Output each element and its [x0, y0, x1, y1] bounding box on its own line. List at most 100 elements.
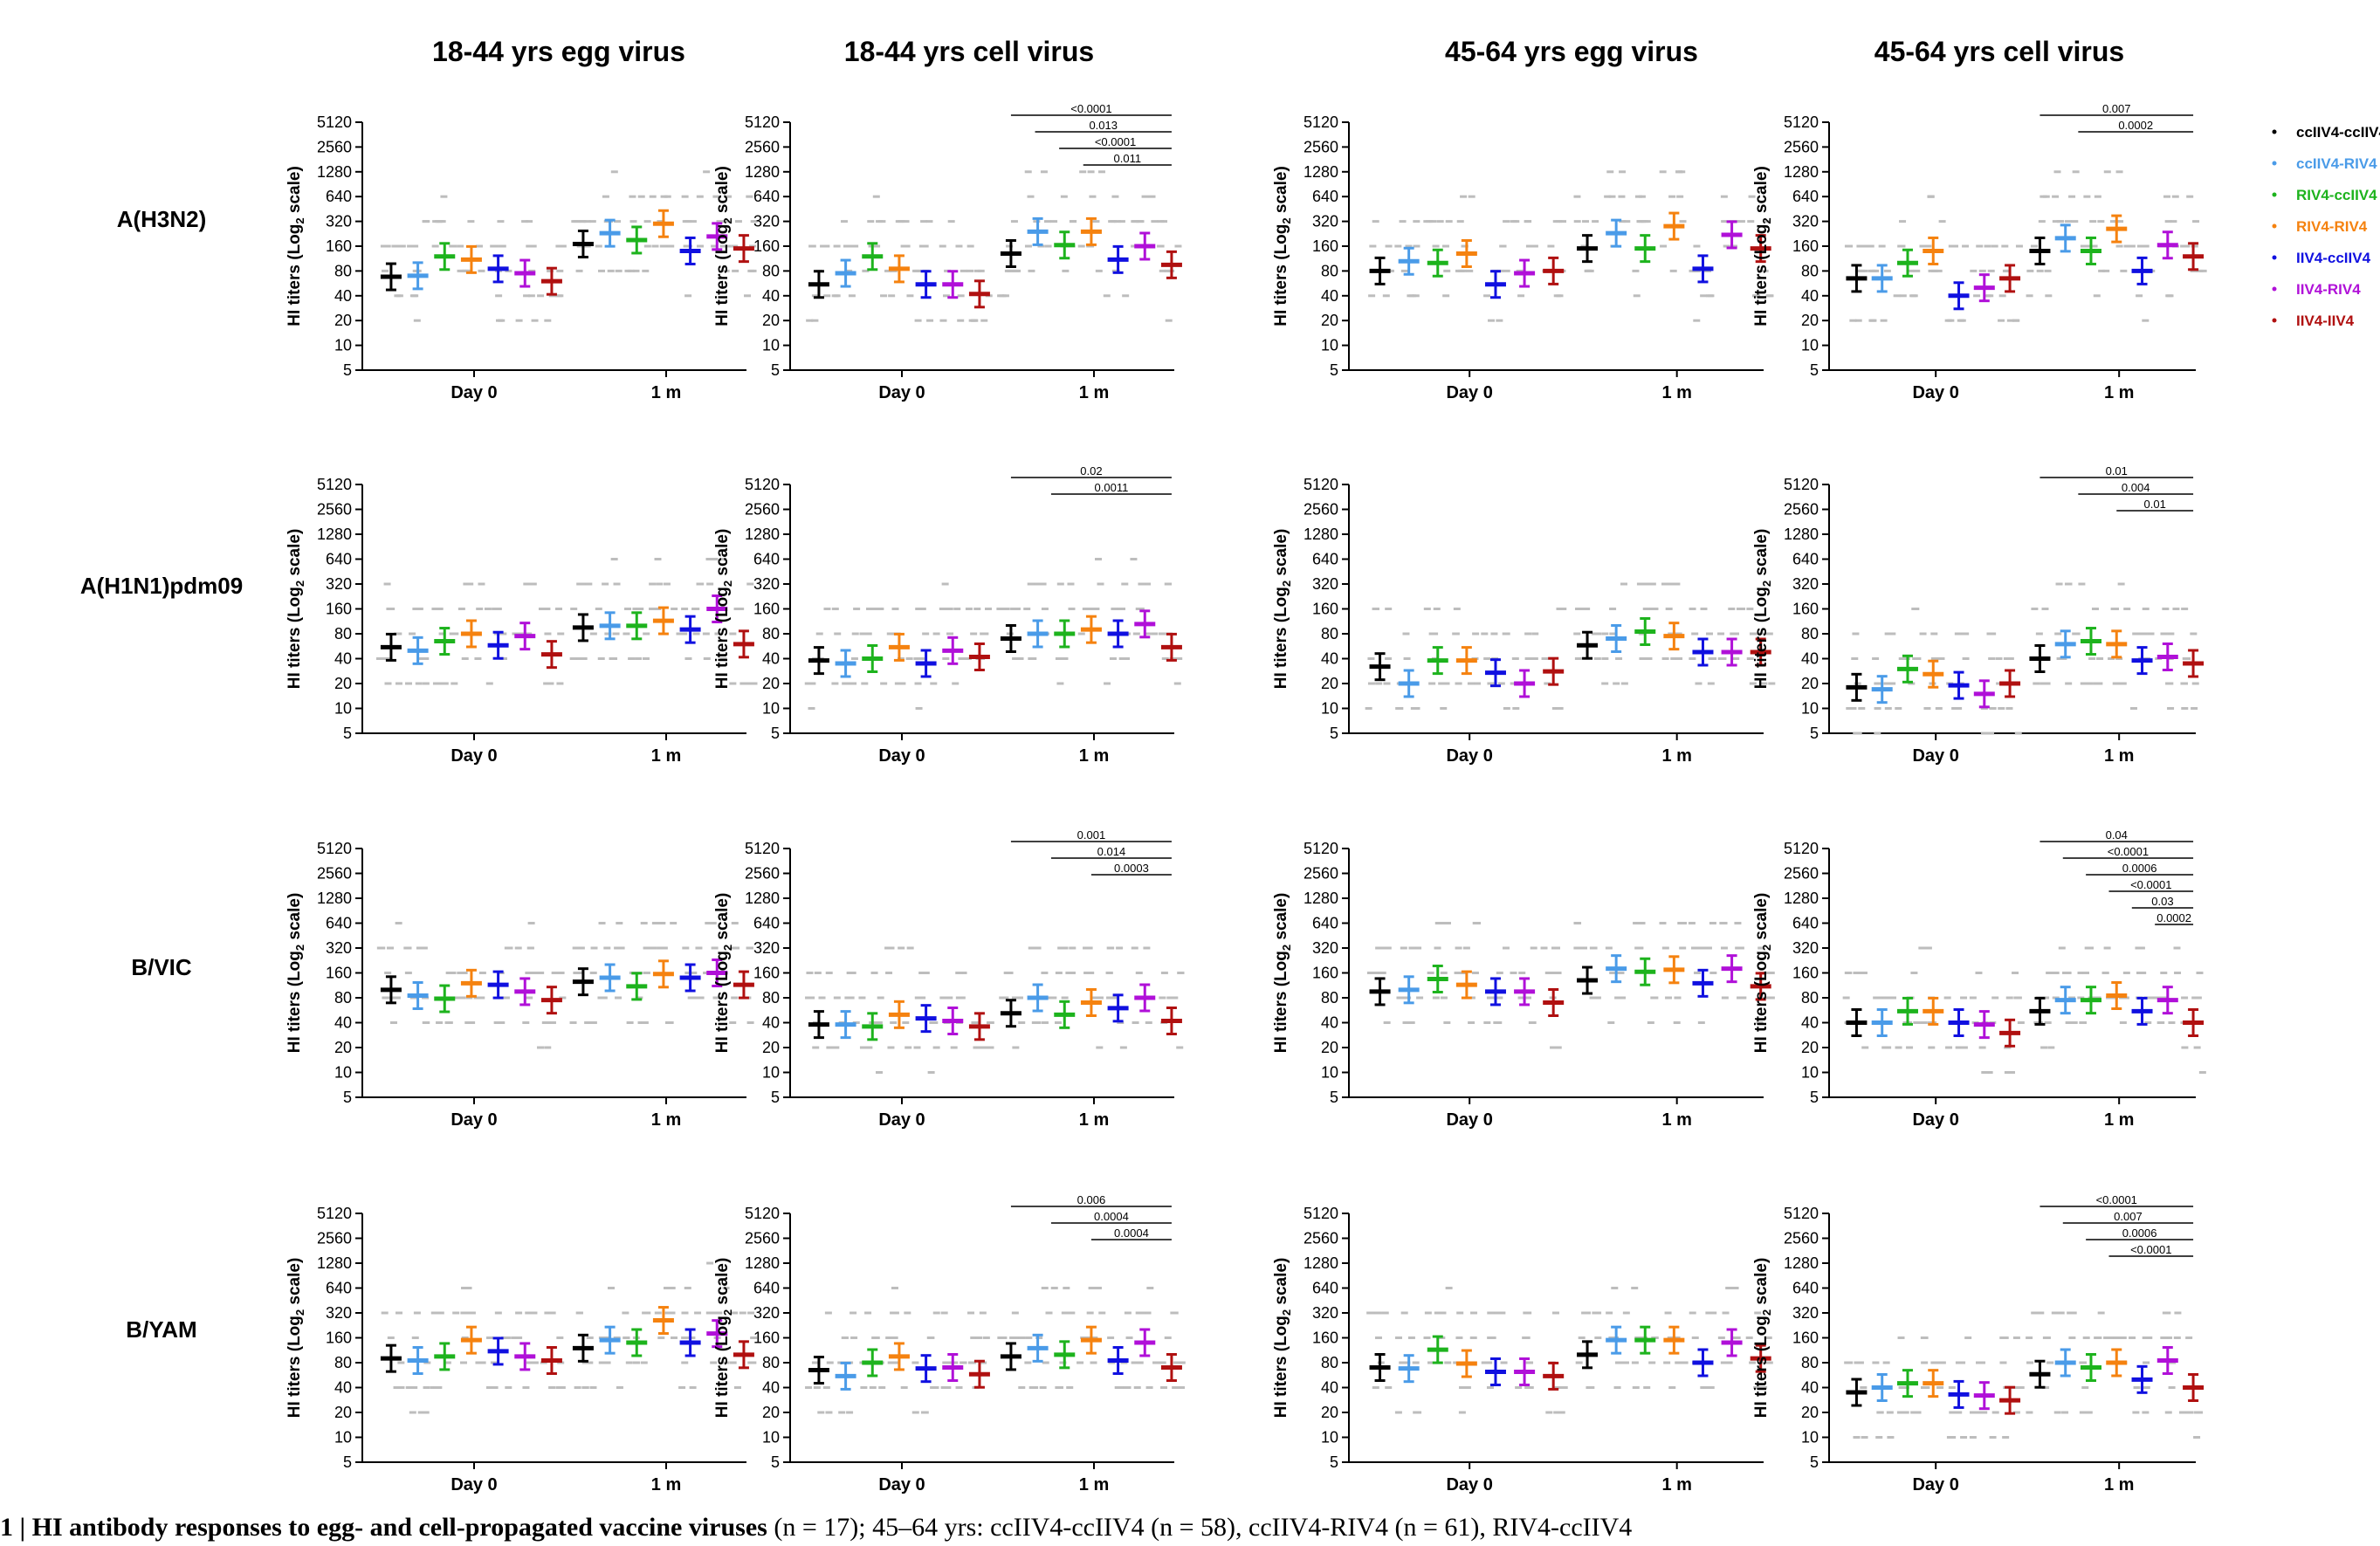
y-tick-label: 320 — [1312, 1304, 1338, 1322]
legend-label: RIV4-RIV4 — [2296, 218, 2368, 235]
y-tick-label: 2560 — [317, 865, 352, 883]
y-tick-label: 2560 — [1303, 865, 1338, 883]
y-tick-label: 10 — [334, 1429, 352, 1446]
y-axis-label-subscript: 2 — [721, 1309, 734, 1316]
y-tick-label: 640 — [1792, 188, 1819, 205]
y-axis-label: HI titers (Log2 scale) — [1752, 893, 1773, 1054]
y-tick-label: 10 — [1801, 337, 1819, 354]
y-tick-label: 320 — [1312, 575, 1338, 593]
p-value-label: 0.0004 — [1114, 1226, 1149, 1240]
x-tick-label: 1 m — [651, 1110, 681, 1130]
chart-panel: 5 10 20 40 80 160 320 640 1280 2560 5120 HI titers … — [713, 464, 1183, 766]
y-axis-label-main: HI titers (Log — [1272, 587, 1290, 689]
y-tick-label: 320 — [753, 1304, 780, 1322]
x-tick-label: Day 0 — [1446, 1110, 1492, 1130]
y-tick-label: 5 — [1810, 725, 1819, 742]
y-axis-label: HI titers (Log2 scale) — [1272, 166, 1293, 326]
y-tick-label: 160 — [753, 237, 780, 255]
y-tick-label: 320 — [753, 213, 780, 230]
x-tick-label: Day 0 — [1446, 383, 1492, 402]
y-tick-label: 640 — [1792, 1280, 1819, 1297]
y-tick-label: 2560 — [1784, 1230, 1819, 1247]
y-tick-label: 1280 — [317, 163, 352, 181]
y-tick-label: 2560 — [1784, 865, 1819, 883]
y-tick-label: 640 — [753, 188, 780, 205]
y-tick-label: 160 — [1792, 965, 1819, 982]
y-axis-label: HI titers (Log2 scale) — [285, 529, 306, 690]
y-tick-label: 40 — [334, 287, 352, 305]
chart-panel: 5 10 20 40 80 160 320 640 1280 2560 5120 HI titers … — [1272, 1205, 1773, 1494]
y-tick-label: 1280 — [1303, 526, 1338, 543]
y-tick-label: 10 — [1801, 700, 1819, 718]
x-tick-label: 1 m — [2104, 1110, 2134, 1130]
y-tick-label: 320 — [1792, 939, 1819, 957]
y-tick-label: 40 — [334, 1014, 352, 1032]
y-axis-label-main: HI titers (Log — [1752, 951, 1771, 1053]
y-tick-label: 5120 — [317, 1205, 352, 1222]
legend-label: RIV4-ccIIV4 — [2296, 187, 2377, 203]
y-tick-label: 80 — [334, 262, 352, 279]
p-value-label: <0.0001 — [2130, 1243, 2171, 1256]
x-tick-label: 1 m — [1079, 1475, 1109, 1494]
y-tick-label: 640 — [1792, 915, 1819, 932]
y-tick-label: 160 — [753, 965, 780, 982]
y-tick-label: 2560 — [1784, 501, 1819, 519]
y-axis-label-subscript: 2 — [293, 945, 306, 951]
chart-panel: 5 10 20 40 80 160 320 640 1280 2560 5120 HI titers … — [1752, 828, 2206, 1130]
y-tick-label: 5120 — [1303, 113, 1338, 131]
y-tick-label: 320 — [326, 213, 352, 230]
y-axis-label-subscript: 2 — [721, 217, 734, 223]
p-value-label: 0.014 — [1097, 845, 1126, 858]
chart-panel: 5 10 20 40 80 160 320 640 1280 2560 5120 HI titers … — [285, 476, 758, 766]
y-tick-label: 20 — [334, 1404, 352, 1421]
y-tick-label: 2560 — [745, 501, 780, 519]
legend-marker — [2272, 286, 2277, 292]
y-tick-label: 40 — [762, 650, 780, 668]
p-value-label: <0.0001 — [2096, 1193, 2137, 1206]
x-tick-label: Day 0 — [1912, 746, 1958, 766]
figure-caption: 1 | HI antibody responses to egg- and ce… — [0, 1508, 2380, 1546]
p-value-label: 0.02 — [1080, 464, 1102, 478]
chart-panel: 5 10 20 40 80 160 320 640 1280 2560 5120 HI titers … — [713, 1193, 1186, 1494]
legend-label: IIV4-ccIIV4 — [2296, 250, 2371, 266]
y-tick-label: 5 — [1810, 1453, 1819, 1471]
figure-panel-grid: 18-44 yrs egg virus 18-44 yrs cell virus 4… — [80, 36, 2380, 1494]
y-tick-label: 20 — [1801, 312, 1819, 329]
y-tick-label: 20 — [1321, 312, 1338, 329]
y-axis-label-subscript: 2 — [1760, 1309, 1773, 1316]
y-tick-label: 2560 — [317, 1230, 352, 1247]
column-title: 45-64 yrs egg virus — [1445, 36, 1698, 67]
y-tick-label: 5 — [343, 1089, 352, 1106]
chart-panel: 5 10 20 40 80 160 320 640 1280 2560 5120 HI titers … — [285, 1205, 758, 1494]
y-axis-label: HI titers (Log2 scale) — [285, 166, 306, 326]
y-tick-label: 80 — [1801, 989, 1819, 1007]
y-axis-label-end: scale) — [1752, 166, 1771, 217]
y-tick-label: 5120 — [317, 476, 352, 493]
chart-panel: 5 10 20 40 80 160 320 640 1280 2560 5120 HI titers … — [713, 828, 1185, 1130]
y-axis-label: HI titers (Log2 scale) — [713, 1258, 734, 1419]
y-tick-label: 5120 — [1303, 1205, 1338, 1222]
y-tick-label: 5120 — [317, 840, 352, 857]
y-tick-label: 10 — [762, 1064, 780, 1082]
chart-panel: 5 10 20 40 80 160 320 640 1280 2560 5120 HI titers … — [1752, 102, 2207, 402]
y-tick-label: 1280 — [317, 526, 352, 543]
y-axis-label-main: HI titers (Log — [285, 1316, 304, 1418]
y-tick-label: 1280 — [1784, 526, 1819, 543]
y-axis-label-subscript: 2 — [293, 581, 306, 587]
y-tick-label: 1280 — [1784, 890, 1819, 907]
y-tick-label: 160 — [753, 601, 780, 618]
p-value-label: <0.0001 — [1070, 102, 1111, 115]
y-axis-label-main: HI titers (Log — [713, 224, 732, 326]
y-axis-label: HI titers (Log2 scale) — [1272, 1258, 1293, 1419]
y-tick-label: 1280 — [745, 1254, 780, 1272]
x-tick-label: 1 m — [1661, 1475, 1691, 1494]
x-tick-label: Day 0 — [451, 1475, 497, 1494]
y-tick-label: 1280 — [1784, 1254, 1819, 1272]
y-tick-label: 40 — [1801, 1014, 1819, 1032]
chart-panel: 5 10 20 40 80 160 320 640 1280 2560 5120 HI titers … — [285, 113, 758, 402]
chart-panel: 5 10 20 40 80 160 320 640 1280 2560 5120 HI titers … — [713, 102, 1182, 402]
p-value-label: 0.004 — [2122, 481, 2150, 494]
y-tick-label: 320 — [753, 939, 780, 957]
y-tick-label: 1280 — [317, 1254, 352, 1272]
y-tick-label: 1280 — [745, 890, 780, 907]
